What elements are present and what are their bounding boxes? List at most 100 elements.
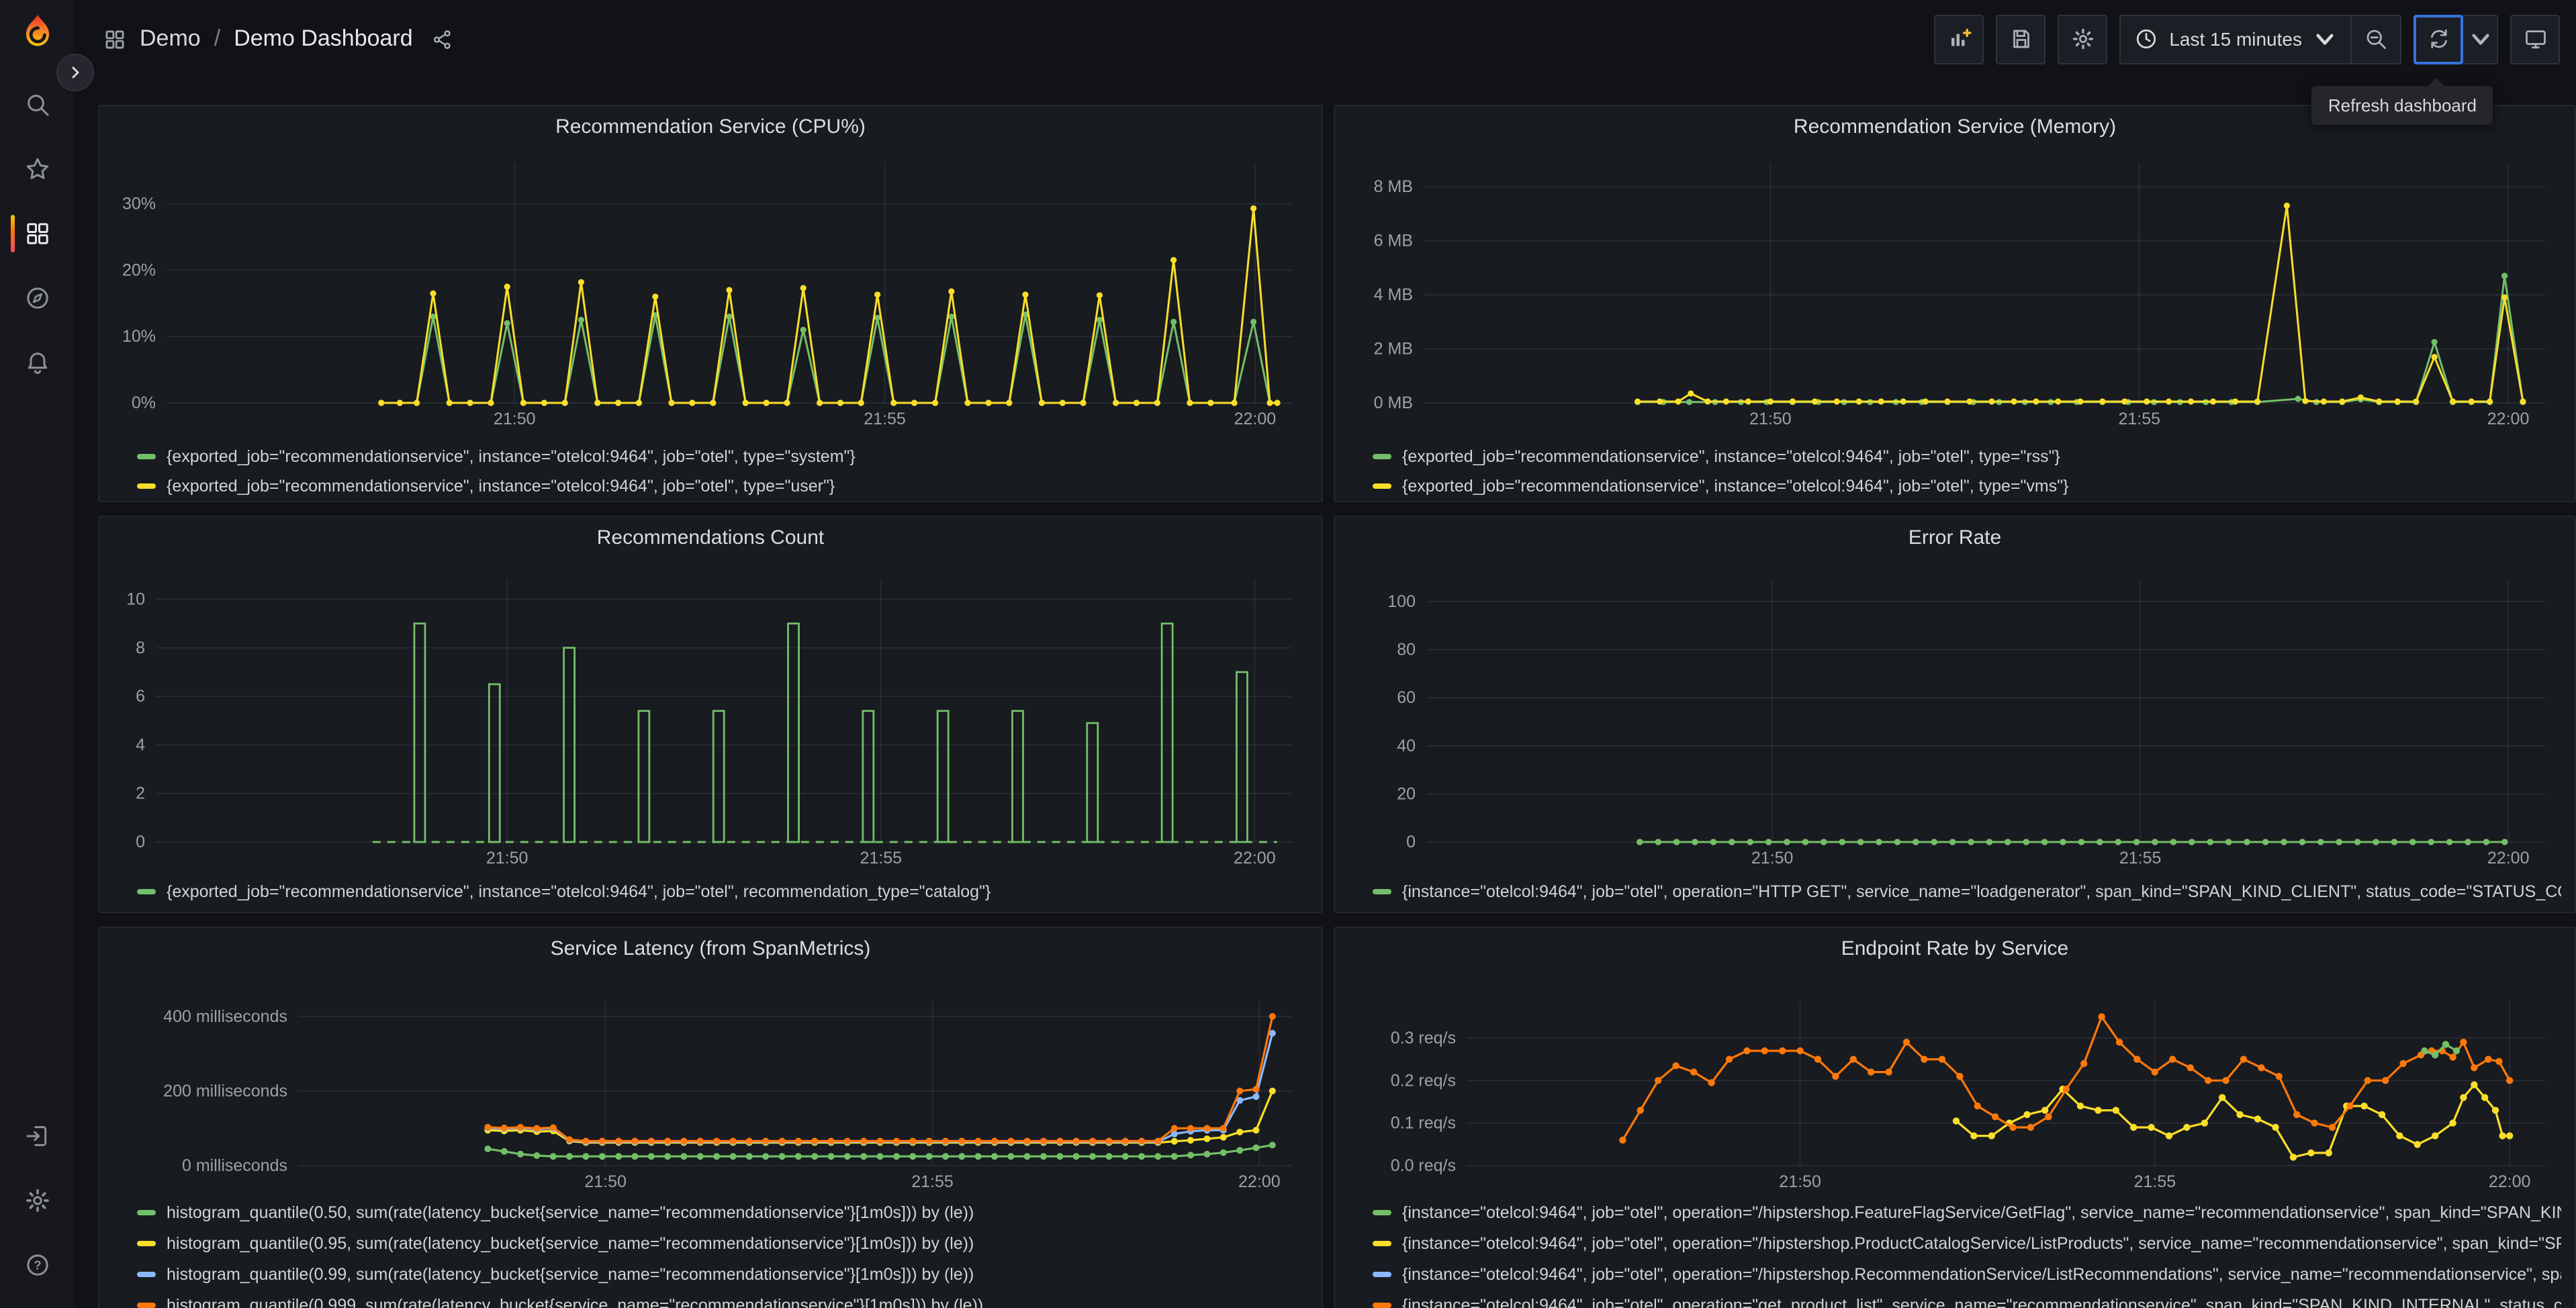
share-button[interactable] <box>432 28 455 50</box>
svg-text:21:55: 21:55 <box>2119 849 2162 868</box>
grafana-logo[interactable] <box>17 13 58 54</box>
svg-text:60: 60 <box>1397 688 1416 707</box>
sidebar-item-dashboards[interactable] <box>0 207 74 261</box>
svg-text:22:00: 22:00 <box>1234 410 1277 428</box>
refresh-interval-dropdown[interactable] <box>2463 14 2498 64</box>
active-indicator <box>11 215 15 252</box>
cpu-chart[interactable]: 0% 10% 20% 30% 21:50 21:55 22:00 <box>110 152 1314 442</box>
refresh-button[interactable] <box>2413 14 2463 64</box>
latency-chart[interactable]: 0 milliseconds 200 milliseconds 400 millis… <box>110 974 1314 1195</box>
panel-recommendation-memory[interactable]: Recommendation Service (Memory) 0 MB 2 MB… <box>1334 105 2576 502</box>
panel-recommendations-count[interactable]: Recommendations Count 0 2 4 6 8 10 21:50 21:55 2… <box>98 516 1323 913</box>
legend-item[interactable]: {exported_job="recommendationservice", i… <box>1373 442 2561 471</box>
zoom-out-button[interactable] <box>2352 14 2401 64</box>
legend-item[interactable]: histogram_quantile(0.95, sum(rate(latenc… <box>137 1227 1308 1258</box>
sidebar-item-settings[interactable] <box>0 1174 74 1227</box>
legend-label[interactable]: {instance="otelcol:9464", job="otel", op… <box>1402 1264 2561 1283</box>
add-panel-icon <box>1951 28 1971 46</box>
svg-text:21:55: 21:55 <box>860 849 902 868</box>
svg-text:400 milliseconds: 400 milliseconds <box>163 1007 287 1026</box>
legend-item[interactable]: {instance="otelcol:9464", job="otel", op… <box>1373 877 2561 906</box>
legend-item[interactable]: histogram_quantile(0.50, sum(rate(latenc… <box>137 1197 1308 1227</box>
recommendations-count-chart[interactable]: 0 2 4 6 8 10 21:50 21:55 22:00 <box>110 563 1314 872</box>
legend-label[interactable]: histogram_quantile(0.50, sum(rate(latenc… <box>167 1203 974 1221</box>
legend-item[interactable]: {instance="otelcol:9464", job="otel", op… <box>1373 1197 2561 1227</box>
legend-item[interactable]: {instance="otelcol:9464", job="otel", op… <box>1373 1227 2561 1258</box>
panel-title[interactable]: Recommendation Service (Memory) <box>1793 115 2117 138</box>
svg-text:20%: 20% <box>122 261 156 279</box>
panel-error-rate[interactable]: Error Rate 0 20 40 60 80 100 21:50 21:55 22:00 {… <box>1334 516 2576 913</box>
share-icon <box>434 30 451 48</box>
legend-item[interactable]: histogram_quantile(0.999, sum(rate(laten… <box>137 1289 1308 1308</box>
memory-chart[interactable]: 0 MB 2 MB 4 MB 6 MB 8 MB 21:50 21:55 22:00 <box>1346 152 2567 442</box>
svg-text:0 milliseconds: 0 milliseconds <box>182 1156 287 1175</box>
sidebar-item-help[interactable]: ? <box>0 1238 74 1292</box>
series-color-chip <box>1373 454 1391 459</box>
sidebar-item-sign-in[interactable] <box>0 1109 74 1163</box>
sidebar-expand-button[interactable] <box>56 54 94 91</box>
svg-text:8: 8 <box>136 639 145 657</box>
series-color-chip <box>137 1209 156 1215</box>
chevron-right-icon <box>72 66 79 79</box>
refresh-group <box>2413 14 2498 64</box>
series-color-chip <box>137 454 156 459</box>
legend-label[interactable]: {instance="otelcol:9464", job="otel", op… <box>1402 1203 2561 1221</box>
legend-item[interactable]: histogram_quantile(0.99, sum(rate(latenc… <box>137 1258 1308 1289</box>
save-icon <box>2013 30 2029 48</box>
cpu-legend: {exported_job="recommendationservice", i… <box>137 442 1308 501</box>
svg-text:22:00: 22:00 <box>2487 410 2530 428</box>
add-panel-button[interactable] <box>1934 14 1984 64</box>
panel-title[interactable]: Recommendations Count <box>596 526 825 549</box>
panel-title[interactable]: Service Latency (from SpanMetrics) <box>550 937 871 960</box>
error-rate-chart[interactable]: 0 20 40 60 80 100 21:50 21:55 22:00 <box>1346 563 2567 872</box>
legend-label[interactable]: {instance="otelcol:9464", job="otel", op… <box>1402 1295 2561 1308</box>
svg-text:21:50: 21:50 <box>1751 849 1794 868</box>
legend-label[interactable]: histogram_quantile(0.95, sum(rate(latenc… <box>167 1233 974 1252</box>
svg-text:100: 100 <box>1387 592 1416 611</box>
save-dashboard-button[interactable] <box>1996 14 2046 64</box>
sidebar-item-alerting[interactable] <box>0 336 74 389</box>
panel-title[interactable]: Endpoint Rate by Service <box>1841 937 2069 960</box>
svg-text:4 MB: 4 MB <box>1374 285 1413 304</box>
legend-label[interactable]: {exported_job="recommendationservice", i… <box>1402 477 2069 496</box>
svg-text:0: 0 <box>1406 833 1416 851</box>
panel-title[interactable]: Recommendation Service (CPU%) <box>555 115 866 138</box>
panel-recommendation-cpu[interactable]: Recommendation Service (CPU%) 0% 10% 20% 30… <box>98 105 1323 502</box>
series-color-chip <box>1373 889 1391 894</box>
cycle-view-mode-button[interactable] <box>2510 14 2560 64</box>
sidebar-item-explore[interactable] <box>0 271 74 325</box>
sidebar: ? <box>0 0 94 1308</box>
dashboard-settings-button[interactable] <box>2058 14 2108 64</box>
legend-label[interactable]: {exported_job="recommendationservice", i… <box>167 447 856 466</box>
legend-label[interactable]: {exported_job="recommendationservice", i… <box>1402 447 2060 466</box>
legend-item[interactable]: {instance="otelcol:9464", job="otel", op… <box>1373 1258 2561 1289</box>
legend-label[interactable]: histogram_quantile(0.999, sum(rate(laten… <box>167 1295 984 1308</box>
dashboards-grid-icon <box>26 223 48 244</box>
legend-item[interactable]: {exported_job="recommendationservice", i… <box>137 877 1308 906</box>
panel-service-latency[interactable]: Service Latency (from SpanMetrics) 0 mil… <box>98 927 1323 1308</box>
breadcrumb-folder[interactable]: Demo <box>140 26 201 51</box>
legend-label[interactable]: {exported_job="recommendationservice", i… <box>167 477 835 496</box>
sidebar-item-starred[interactable] <box>0 142 74 196</box>
legend-item[interactable]: {exported_job="recommendationservice", i… <box>137 471 1308 501</box>
legend-label[interactable]: {exported_job="recommendationservice", i… <box>167 882 991 901</box>
svg-text:0.2 req/s: 0.2 req/s <box>1391 1071 1456 1090</box>
breadcrumb[interactable]: Demo / Demo Dashboard <box>103 26 455 52</box>
legend-label[interactable]: histogram_quantile(0.99, sum(rate(latenc… <box>167 1264 974 1283</box>
panel-title[interactable]: Error Rate <box>1908 526 2002 549</box>
legend-item[interactable]: {exported_job="recommendationservice", i… <box>1373 471 2561 501</box>
svg-text:22:00: 22:00 <box>2487 849 2530 868</box>
latency-legend: histogram_quantile(0.50, sum(rate(latenc… <box>137 1197 1308 1308</box>
legend-label[interactable]: {instance="otelcol:9464", job="otel", op… <box>1402 1233 2561 1252</box>
breadcrumb-dashboard-title[interactable]: Demo Dashboard <box>234 26 413 51</box>
clock-icon <box>2137 29 2156 49</box>
sidebar-item-search[interactable] <box>0 78 74 132</box>
legend-item[interactable]: {instance="otelcol:9464", job="otel", op… <box>1373 1289 2561 1308</box>
legend-label[interactable]: {instance="otelcol:9464", job="otel", op… <box>1402 882 2561 901</box>
time-range-picker[interactable]: Last 15 minutes <box>2119 14 2352 64</box>
legend-item[interactable]: {exported_job="recommendationservice", i… <box>137 442 1308 471</box>
endpoint-legend: {instance="otelcol:9464", job="otel", op… <box>1373 1197 2561 1308</box>
svg-text:2: 2 <box>136 784 145 803</box>
endpoint-rate-chart[interactable]: 0.0 req/s 0.1 req/s 0.2 req/s 0.3 req/s 21:5… <box>1346 974 2567 1195</box>
panel-endpoint-rate[interactable]: Endpoint Rate by Service 0.0 req/s 0.1 re… <box>1334 927 2576 1308</box>
